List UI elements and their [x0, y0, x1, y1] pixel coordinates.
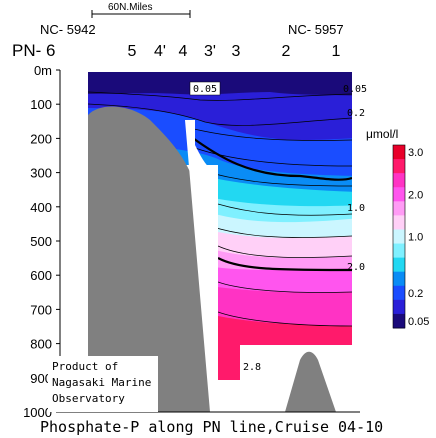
colorbar-swatch	[393, 173, 405, 188]
chart-title: Phosphate-P along PN line,Cruise 04-10	[40, 418, 383, 436]
colorbar-swatch	[393, 285, 405, 301]
y-tick-label: 600	[30, 268, 52, 283]
colorbar-swatch	[393, 201, 405, 216]
y-tick-label: 1000	[23, 405, 52, 420]
colorbar-swatch	[393, 215, 405, 230]
contour-label-0.05-inner: 0.05	[193, 84, 217, 95]
colorbar-tick-label: 1.0	[408, 232, 423, 244]
y-axis-ticks: 0m 100 200 300 400 500 600 700 800 900 1000	[23, 63, 60, 420]
y-tick-label: 700	[30, 302, 52, 317]
ship-label-left: NC- 5942	[40, 22, 96, 37]
credit-box	[48, 356, 158, 412]
contour-lines	[88, 91, 352, 327]
y-tick-label: 500	[30, 234, 52, 249]
units-label: μmol/l	[366, 127, 398, 141]
contour-lines-bold	[189, 135, 352, 272]
y-tick-label: 400	[30, 200, 52, 215]
colorbar-swatch	[393, 229, 405, 245]
colorbar-swatch	[393, 159, 405, 174]
y-tick-label: 100	[30, 97, 52, 112]
colorbar-ticks: 3.0 2.0 1.0 0.2 0.05	[408, 147, 429, 328]
contour-label-0.2: 0.2	[347, 108, 365, 119]
station-label: 5	[128, 43, 137, 60]
colorbar-swatch	[393, 145, 405, 160]
y-tick-label: 300	[30, 166, 52, 181]
colorbar-tick-label: 0.2	[408, 288, 423, 300]
colorbar-swatch	[393, 271, 405, 287]
colorbar	[392, 144, 406, 329]
station-label: 4	[179, 43, 188, 60]
colorbar-swatch	[393, 243, 405, 259]
seafloor-left	[88, 106, 215, 413]
colorbar-swatch	[393, 257, 405, 273]
colorbar-tick-label: 2.0	[408, 189, 423, 201]
colorbar-swatch	[393, 313, 405, 329]
ship-label-right: NC- 5957	[288, 22, 344, 37]
colorbar-tick-label: 0.05	[408, 316, 429, 328]
station-label: 2	[282, 43, 291, 60]
station-label: 4'	[154, 43, 166, 60]
colorbar-swatch	[393, 187, 405, 202]
colorbar-swatch	[393, 299, 405, 315]
station-label: 1	[332, 43, 341, 60]
contour-label-2.0: 2.0	[347, 262, 365, 273]
colorbar-frame	[392, 144, 406, 329]
contour-label-0.05: 0.05	[343, 84, 367, 95]
band-0.05	[88, 72, 352, 96]
seafloor-right	[285, 351, 336, 412]
colorbar-tick-label: 3.0	[408, 147, 423, 159]
station-labels: 5 4' 4 3' 3 2 1	[128, 43, 341, 60]
station-label: 3'	[204, 43, 216, 60]
contour-label-2.8: 2.8	[243, 362, 261, 373]
y-tick-label: 800	[30, 337, 52, 352]
station-label: 3	[232, 43, 241, 60]
scale-label: 60N.Miles	[108, 2, 152, 13]
credit-line-1: Product of	[52, 360, 118, 373]
credit-line-3: Observatory	[52, 392, 125, 405]
line-label: PN- 6	[12, 41, 55, 60]
y-tick-label: 900	[30, 371, 52, 386]
y-tick-label: 200	[30, 131, 52, 146]
credit-line-2: Nagasaki Marine	[52, 376, 151, 389]
gap-region	[185, 120, 218, 412]
y-tick-label: 0m	[34, 63, 52, 78]
contour-label-1.0: 1.0	[347, 203, 365, 214]
